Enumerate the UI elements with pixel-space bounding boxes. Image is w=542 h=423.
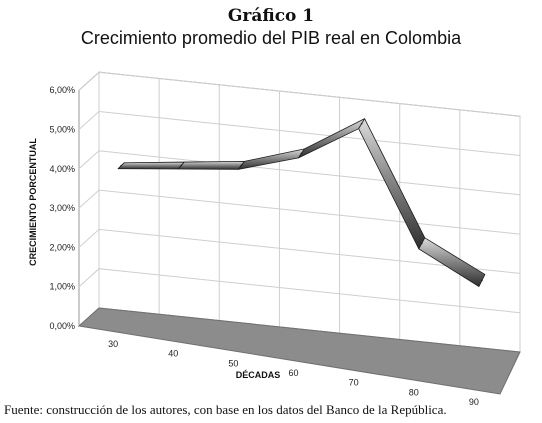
chart-title: Gráfico 1 — [227, 6, 315, 26]
y-tick-label: 2,00% — [49, 242, 75, 252]
x-tick-label: 90 — [469, 397, 479, 407]
line-segment — [418, 237, 486, 287]
chart-floor — [77, 307, 521, 395]
x-axis-title: DÉCADAS — [236, 370, 281, 380]
data-point — [420, 242, 423, 245]
x-tick-label: 50 — [228, 358, 238, 368]
x-tick-label: 70 — [349, 378, 359, 388]
y-tick-label: 5,00% — [49, 125, 75, 135]
data-point — [481, 279, 483, 282]
data-point — [360, 122, 363, 125]
data-point — [300, 152, 303, 155]
source-note: Fuente: construcción de los autores, con… — [4, 402, 447, 417]
chart-subtitle: Crecimiento promedio del PIB real en Col… — [80, 28, 462, 48]
y-tick-label: 6,00% — [49, 85, 75, 95]
y-tick-label: 0,00% — [49, 321, 75, 331]
data-point — [240, 164, 243, 167]
x-tick-label: 40 — [168, 349, 178, 359]
y-tick-label: 1,00% — [49, 282, 75, 292]
x-tick-label: 30 — [108, 339, 118, 349]
y-tick-label: 4,00% — [49, 164, 75, 174]
data-point — [120, 164, 122, 167]
y-axis-title: CRECIMIENTO PORCENTUAL — [28, 138, 38, 266]
line-segment — [117, 161, 185, 170]
x-tick-label: 60 — [288, 368, 298, 378]
x-tick-label: 80 — [409, 387, 419, 397]
data-point — [180, 164, 183, 167]
y-tick-label: 3,00% — [49, 203, 75, 213]
line-segment — [177, 160, 245, 170]
